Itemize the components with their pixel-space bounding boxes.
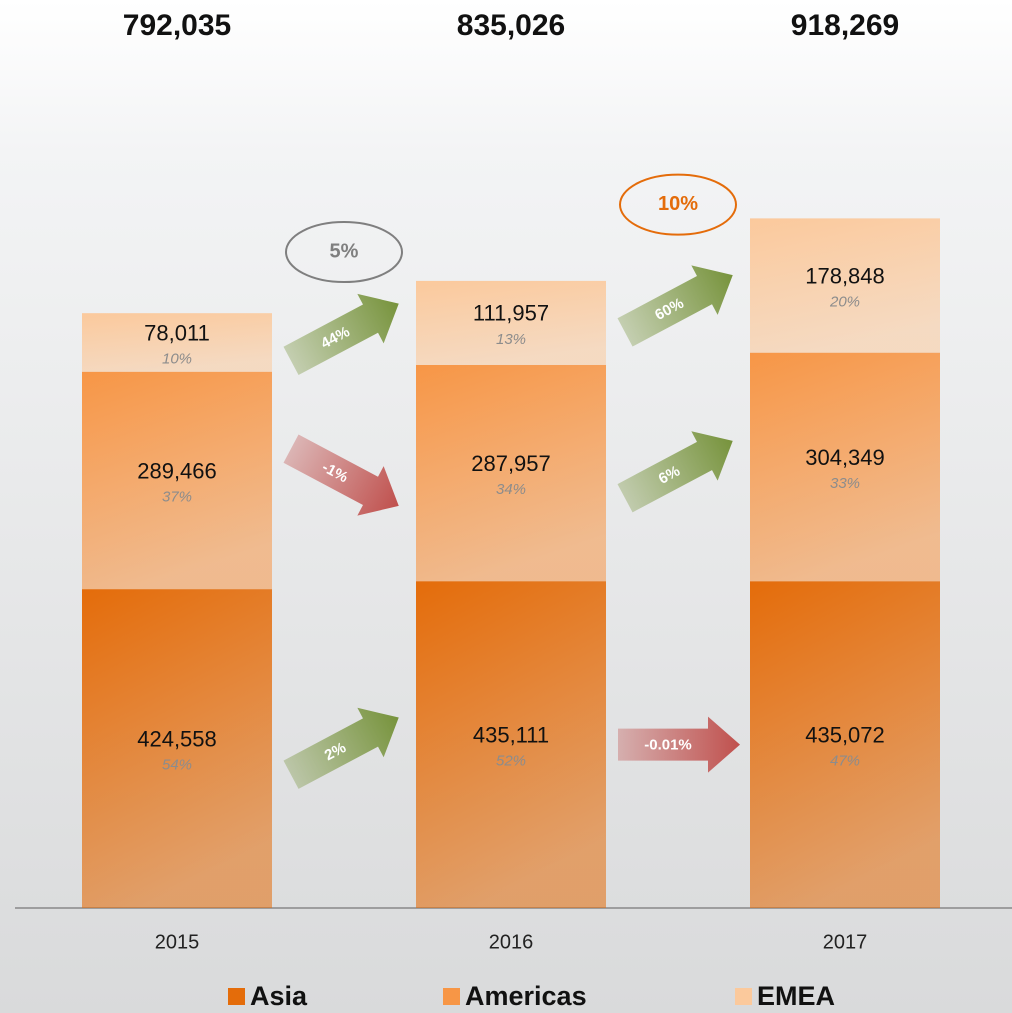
value-label: 435,111 (473, 722, 549, 747)
value-label: 424,558 (137, 726, 217, 751)
share-label: 10% (162, 350, 192, 367)
growth-label: -0.01% (644, 737, 692, 754)
value-label: 289,466 (137, 458, 217, 483)
legend-label: EMEA (757, 981, 835, 1011)
total-growth-label: 5% (330, 240, 359, 262)
x-tick-label: 2016 (489, 931, 534, 953)
legend-label: Americas (465, 981, 587, 1011)
value-label: 78,011 (144, 320, 210, 345)
legend-label: Asia (250, 981, 308, 1011)
x-tick-label: 2017 (823, 931, 868, 953)
x-tick-label: 2015 (155, 931, 200, 953)
value-label: 178,848 (805, 263, 885, 288)
share-label: 54% (162, 757, 192, 774)
legend-swatch (735, 988, 752, 1005)
value-label: 287,957 (471, 451, 551, 476)
chart: 424,558 54% 289,466 37% 78,011 10% 2015 792,035… (0, 0, 1012, 1013)
share-label: 47% (830, 753, 860, 770)
total-label: 835,026 (457, 9, 565, 42)
share-label: 52% (496, 753, 526, 770)
share-label: 13% (496, 331, 526, 348)
total-label: 792,035 (123, 9, 231, 42)
share-label: 33% (830, 475, 860, 492)
value-label: 435,072 (805, 722, 885, 747)
legend-swatch (443, 988, 460, 1005)
share-label: 37% (162, 488, 192, 505)
value-label: 111,957 (473, 301, 549, 326)
total-label: 918,269 (791, 9, 899, 42)
legend-swatch (228, 988, 245, 1005)
value-label: 304,349 (805, 445, 885, 470)
share-label: 34% (496, 481, 526, 498)
total-growth-label: 10% (658, 193, 698, 215)
share-label: 20% (829, 294, 860, 311)
